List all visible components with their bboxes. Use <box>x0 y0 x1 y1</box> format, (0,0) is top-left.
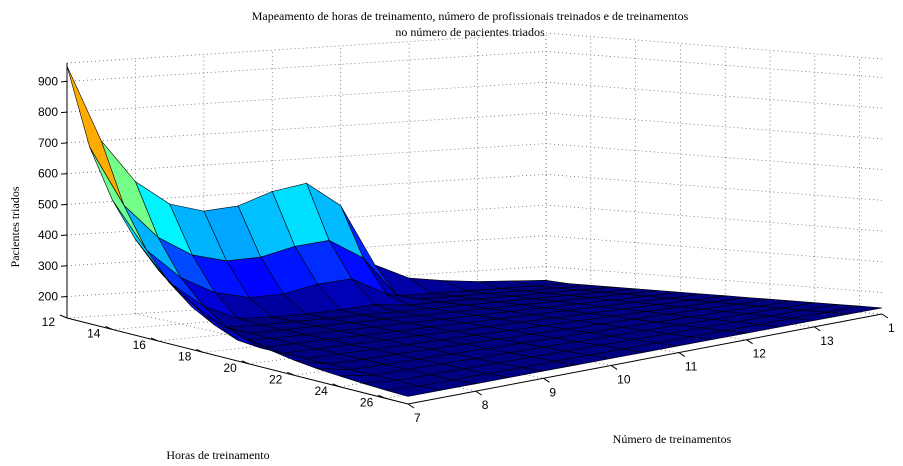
y-tick-mark-4 <box>241 360 250 365</box>
grid-z-2 <box>66 204 883 236</box>
z-tick-mark-5 <box>60 142 68 144</box>
z-axis-label: Pacientes triados <box>8 186 22 267</box>
chart-title: Mapeamento de horas de treinamento, núme… <box>252 9 689 23</box>
y-tick-label-2: 16 <box>133 338 147 352</box>
x-tick-mark-2 <box>543 377 550 383</box>
x-axis-line <box>407 313 883 405</box>
z-tick-label-3: 500 <box>38 197 58 211</box>
y-tick-mark-7 <box>378 394 386 399</box>
surface-mesh <box>66 65 883 397</box>
y-tick-label-4: 20 <box>224 361 238 375</box>
x-tick-mark-4 <box>678 352 686 357</box>
x-tick-mark-3 <box>610 365 618 370</box>
z-tick-label-0: 200 <box>38 289 58 303</box>
x-tick-label-2: 9 <box>549 385 556 399</box>
x-tick-mark-7 <box>881 313 889 319</box>
y-tick-label-5: 22 <box>269 372 283 386</box>
chart-subtitle: no número de pacientes triados <box>395 25 545 39</box>
z-tick-mark-1 <box>60 265 68 267</box>
x-tick-label-5: 12 <box>753 347 767 361</box>
y-tick-mark-0 <box>59 314 68 319</box>
z-tick-mark-0 <box>60 295 68 298</box>
grid-z-7 <box>66 51 883 82</box>
z-tick-label-1: 300 <box>38 259 58 273</box>
grid-z-6 <box>66 81 883 113</box>
y-tick-label-0: 12 <box>42 315 56 329</box>
y-tick-label-7: 26 <box>360 395 374 409</box>
x-tick-label-6: 13 <box>820 334 834 348</box>
y-tick-label-6: 24 <box>314 384 328 398</box>
z-tick-mark-3 <box>60 203 68 206</box>
y-axis-label: Horas de treinamento <box>166 448 269 462</box>
y-tick-mark-1 <box>105 326 113 330</box>
z-tick-label-4: 600 <box>38 167 58 181</box>
grid-top <box>66 32 883 64</box>
axes: 2003004005006007008009001214161820222426… <box>38 63 895 425</box>
surface-cell-0-14 <box>385 385 442 397</box>
z-tick-label-7: 900 <box>38 74 58 88</box>
y-tick-mark-2 <box>150 337 159 342</box>
y-tick-label-3: 18 <box>178 349 192 363</box>
z-tick-mark-4 <box>60 173 68 175</box>
y-tick-mark-3 <box>196 348 204 353</box>
x-axis-label: Número de treinamentos <box>613 432 732 446</box>
x-tick-mark-5 <box>746 339 753 345</box>
x-tick-label-4: 11 <box>685 360 698 374</box>
grid-z-0 <box>66 266 883 297</box>
x-tick-label-7: 1 <box>888 321 895 335</box>
surface-cell-0-0 <box>66 65 125 206</box>
x-tick-mark-6 <box>814 326 821 332</box>
grid-z-3 <box>66 173 883 205</box>
z-tick-label-5: 700 <box>38 136 58 150</box>
x-tick-label-0: 7 <box>414 411 421 425</box>
y-tick-mark-5 <box>287 371 295 376</box>
x-tick-label-1: 8 <box>482 398 489 412</box>
y-axis-line <box>66 317 409 405</box>
z-tick-mark-2 <box>60 234 68 237</box>
z-tick-mark-6 <box>60 111 68 114</box>
y-tick-label-1: 14 <box>87 326 101 340</box>
z-tick-label-6: 800 <box>38 105 58 119</box>
x-tick-label-3: 10 <box>617 372 631 386</box>
x-tick-mark-1 <box>475 390 482 396</box>
z-tick-label-2: 400 <box>38 228 58 242</box>
grid-z-4 <box>66 143 883 175</box>
y-tick-mark-6 <box>332 383 340 388</box>
grid-z-5 <box>66 112 883 144</box>
z-tick-mark-7 <box>60 80 68 83</box>
x-tick-mark-0 <box>407 403 415 409</box>
